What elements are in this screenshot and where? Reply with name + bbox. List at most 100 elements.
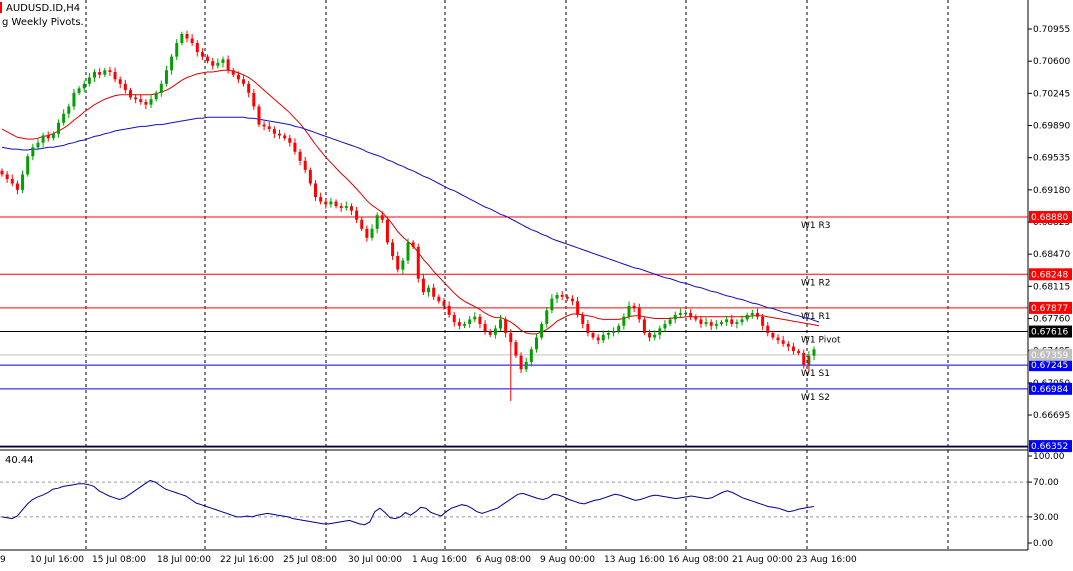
candle-body	[473, 316, 477, 320]
candle-body	[267, 126, 271, 130]
candle-body	[622, 316, 626, 326]
candle-body	[211, 61, 215, 66]
candle-body	[709, 322, 713, 326]
price-tick-label: 0.69535	[1033, 154, 1070, 164]
price-tag-box	[1029, 301, 1072, 314]
candle-body	[755, 313, 759, 317]
candle-body	[452, 314, 456, 323]
candle-body	[113, 72, 117, 80]
candle-body	[51, 133, 55, 139]
candle-body	[344, 206, 348, 208]
candle-body	[195, 43, 199, 53]
candle-body	[313, 183, 317, 198]
candle-body	[46, 135, 50, 139]
time-tick-label: 6 Aug 08:00	[476, 555, 531, 565]
candle-body	[149, 99, 153, 105]
indicator-caption: g Weekly Pivots.	[2, 17, 84, 28]
candle-body	[612, 331, 616, 333]
candle-body	[355, 210, 359, 220]
candle-body	[642, 319, 646, 333]
price-tag-box	[1029, 325, 1072, 338]
candle-body	[10, 178, 14, 184]
candle-body	[653, 334, 657, 338]
candle-body	[576, 301, 580, 315]
candle-body	[406, 242, 410, 261]
price-tags: 0.68880 0.68248 0.67877 0.67616 0.67245 0.669…	[1029, 211, 1072, 453]
candle-body	[447, 305, 451, 315]
candle-body	[534, 337, 538, 350]
candle-body	[242, 79, 246, 84]
candle-body	[329, 201, 333, 205]
candle-body	[627, 305, 631, 317]
candle-body	[586, 323, 590, 333]
time-tick-label: 21 Aug 00:00	[732, 555, 793, 565]
candle-body	[339, 206, 343, 208]
candle-body	[391, 242, 395, 256]
candle-body	[493, 328, 497, 335]
candle-body	[180, 33, 184, 44]
candle-body	[15, 183, 19, 190]
candle-body	[41, 135, 45, 143]
time-tick-label: 22 Jul 16:00	[220, 555, 274, 565]
price-tag-box	[1029, 268, 1072, 281]
candle-body	[26, 156, 30, 175]
candle-body	[509, 332, 513, 343]
candle-body	[421, 278, 425, 293]
candle-body	[396, 255, 400, 270]
candle-body	[67, 106, 71, 114]
candle-body	[98, 72, 102, 75]
candle-body	[252, 92, 256, 107]
candle-body	[103, 70, 107, 75]
price-tick-label: 0.68470	[1033, 250, 1070, 260]
price-tag-box	[1029, 440, 1072, 453]
candle-body	[812, 349, 816, 356]
candle-body	[463, 323, 467, 326]
price-tick-label: 0.66695	[1033, 411, 1070, 421]
candle-body	[380, 215, 384, 220]
price-tag-label: 0.67245	[1031, 361, 1068, 371]
candle-body	[159, 83, 163, 93]
candle-body	[560, 294, 564, 297]
candle-body	[262, 124, 266, 127]
candle-body	[190, 38, 194, 44]
rsi-tick-label: 100.00	[1033, 452, 1065, 462]
candle-body	[637, 307, 641, 320]
price-tag-label: 0.66984	[1031, 385, 1068, 395]
ma-red-line	[1, 69, 820, 335]
candle-body	[529, 349, 533, 362]
candle-body	[678, 313, 682, 315]
candle-body	[226, 59, 230, 71]
candle-body	[72, 92, 76, 107]
candle-body	[298, 151, 302, 161]
candle-body	[144, 101, 148, 105]
candle-body	[725, 319, 729, 323]
candle-body	[663, 323, 667, 329]
candle-body	[771, 332, 775, 338]
candle-body	[781, 340, 785, 344]
time-tick-label: 10 Jul 16:00	[30, 555, 84, 565]
candle-body	[365, 228, 369, 238]
candle-body	[735, 322, 739, 324]
candle-body	[175, 43, 179, 57]
candle-body	[437, 296, 441, 302]
candle-body	[288, 138, 292, 143]
pivot-label: W1 R1	[801, 312, 830, 322]
candle-body	[797, 351, 801, 353]
candle-body	[154, 92, 158, 100]
price-tag-label: 0.68880	[1031, 213, 1068, 223]
candle-body	[57, 122, 61, 134]
vertical-grid	[85, 0, 949, 550]
candle-body	[565, 296, 569, 299]
candle-body	[719, 322, 723, 324]
candle-body	[776, 337, 780, 341]
candle-body	[221, 59, 225, 63]
candle-body	[478, 316, 482, 324]
candle-body	[247, 83, 251, 93]
price-tick-label: 0.69890	[1033, 122, 1070, 132]
candle-body	[684, 313, 688, 315]
candle-body	[31, 147, 35, 157]
candle-body	[601, 334, 605, 341]
candle-body	[293, 142, 297, 152]
